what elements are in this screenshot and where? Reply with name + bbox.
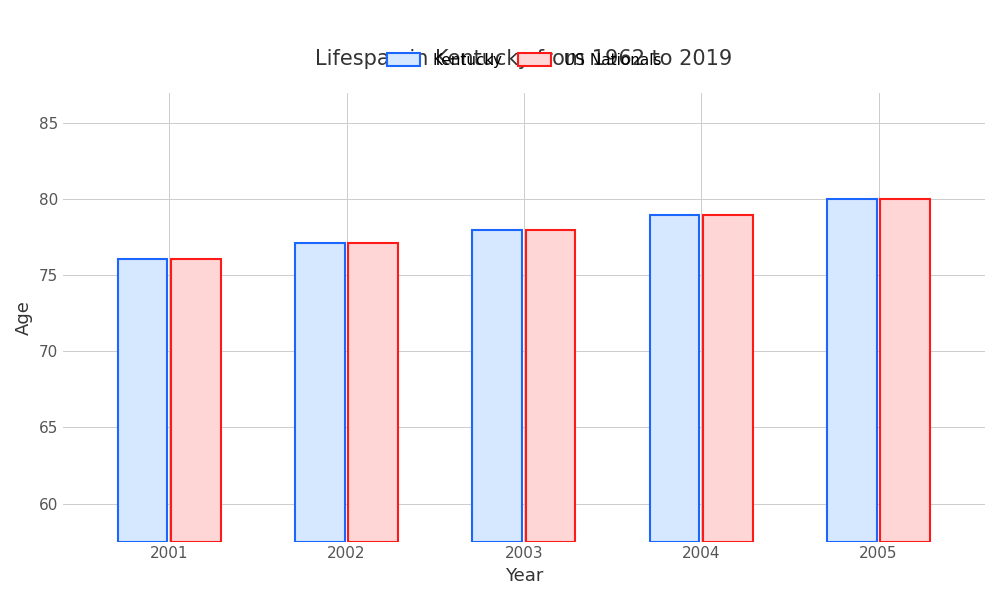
- Y-axis label: Age: Age: [15, 300, 33, 335]
- Bar: [703, 215, 753, 542]
- Legend: Kentucky, US Nationals: Kentucky, US Nationals: [381, 47, 667, 74]
- Bar: [472, 230, 522, 542]
- Title: Lifespan in Kentucky from 1962 to 2019: Lifespan in Kentucky from 1962 to 2019: [315, 49, 733, 69]
- X-axis label: Year: Year: [505, 567, 543, 585]
- Bar: [526, 230, 575, 542]
- Bar: [118, 259, 167, 542]
- Bar: [295, 244, 345, 542]
- Bar: [650, 215, 699, 542]
- Bar: [827, 199, 877, 542]
- Bar: [880, 199, 930, 542]
- Bar: [348, 244, 398, 542]
- Bar: [171, 259, 221, 542]
